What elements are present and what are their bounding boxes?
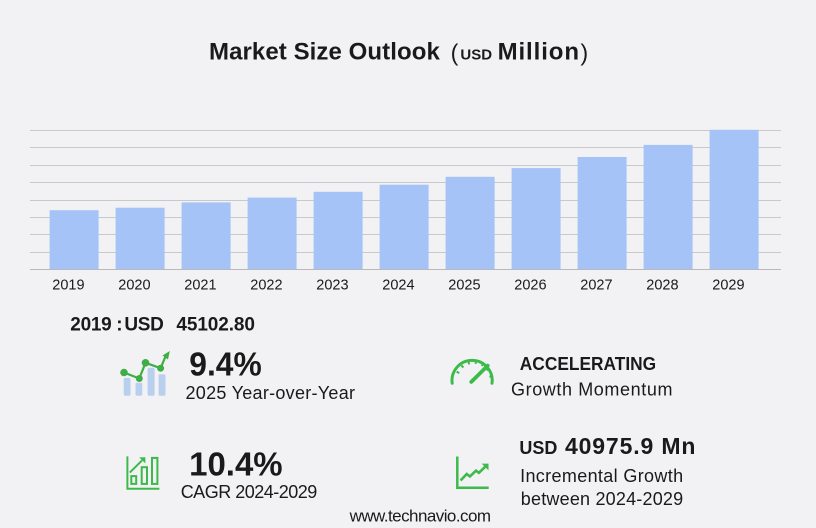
- svg-text:Market Size Outlook: Market Size Outlook: [209, 39, 440, 66]
- svg-text:(: (: [451, 40, 459, 66]
- svg-text:CAGR 2024-2029: CAGR 2024-2029: [181, 482, 318, 502]
- svg-text:2025: 2025: [448, 277, 480, 293]
- svg-text:2023: 2023: [316, 277, 348, 293]
- svg-text:2021: 2021: [184, 277, 216, 293]
- svg-text:2027: 2027: [580, 277, 612, 293]
- svg-text:2029: 2029: [712, 277, 744, 293]
- svg-text:10.4%: 10.4%: [189, 446, 283, 483]
- svg-text:2024: 2024: [382, 277, 414, 293]
- svg-text:2020: 2020: [118, 277, 150, 293]
- svg-text:ACCELERATING: ACCELERATING: [520, 353, 656, 374]
- svg-text:): ): [581, 40, 589, 66]
- svg-text:45102.80: 45102.80: [176, 315, 254, 336]
- svg-text:USD: USD: [460, 47, 492, 64]
- svg-text:9.4%: 9.4%: [189, 345, 261, 383]
- svg-text:2022: 2022: [250, 277, 282, 293]
- svg-text:between 2024-2029: between 2024-2029: [521, 489, 684, 509]
- svg-text:www.technavio.com: www.technavio.com: [349, 507, 491, 526]
- svg-text:2019: 2019: [52, 277, 84, 293]
- svg-text:2025 Year-over-Year: 2025 Year-over-Year: [186, 383, 356, 403]
- svg-text:2026: 2026: [514, 277, 546, 293]
- svg-text:USD: USD: [124, 315, 163, 336]
- svg-text::: :: [116, 315, 122, 336]
- svg-text:Million: Million: [498, 39, 580, 66]
- svg-text:USD: USD: [519, 438, 557, 458]
- svg-text:Growth Momentum: Growth Momentum: [511, 380, 673, 400]
- svg-text:2028: 2028: [646, 277, 678, 293]
- svg-text:40975.9 Mn: 40975.9 Mn: [565, 433, 696, 459]
- svg-text:2019: 2019: [70, 315, 111, 336]
- svg-text:Incremental Growth: Incremental Growth: [520, 466, 683, 486]
